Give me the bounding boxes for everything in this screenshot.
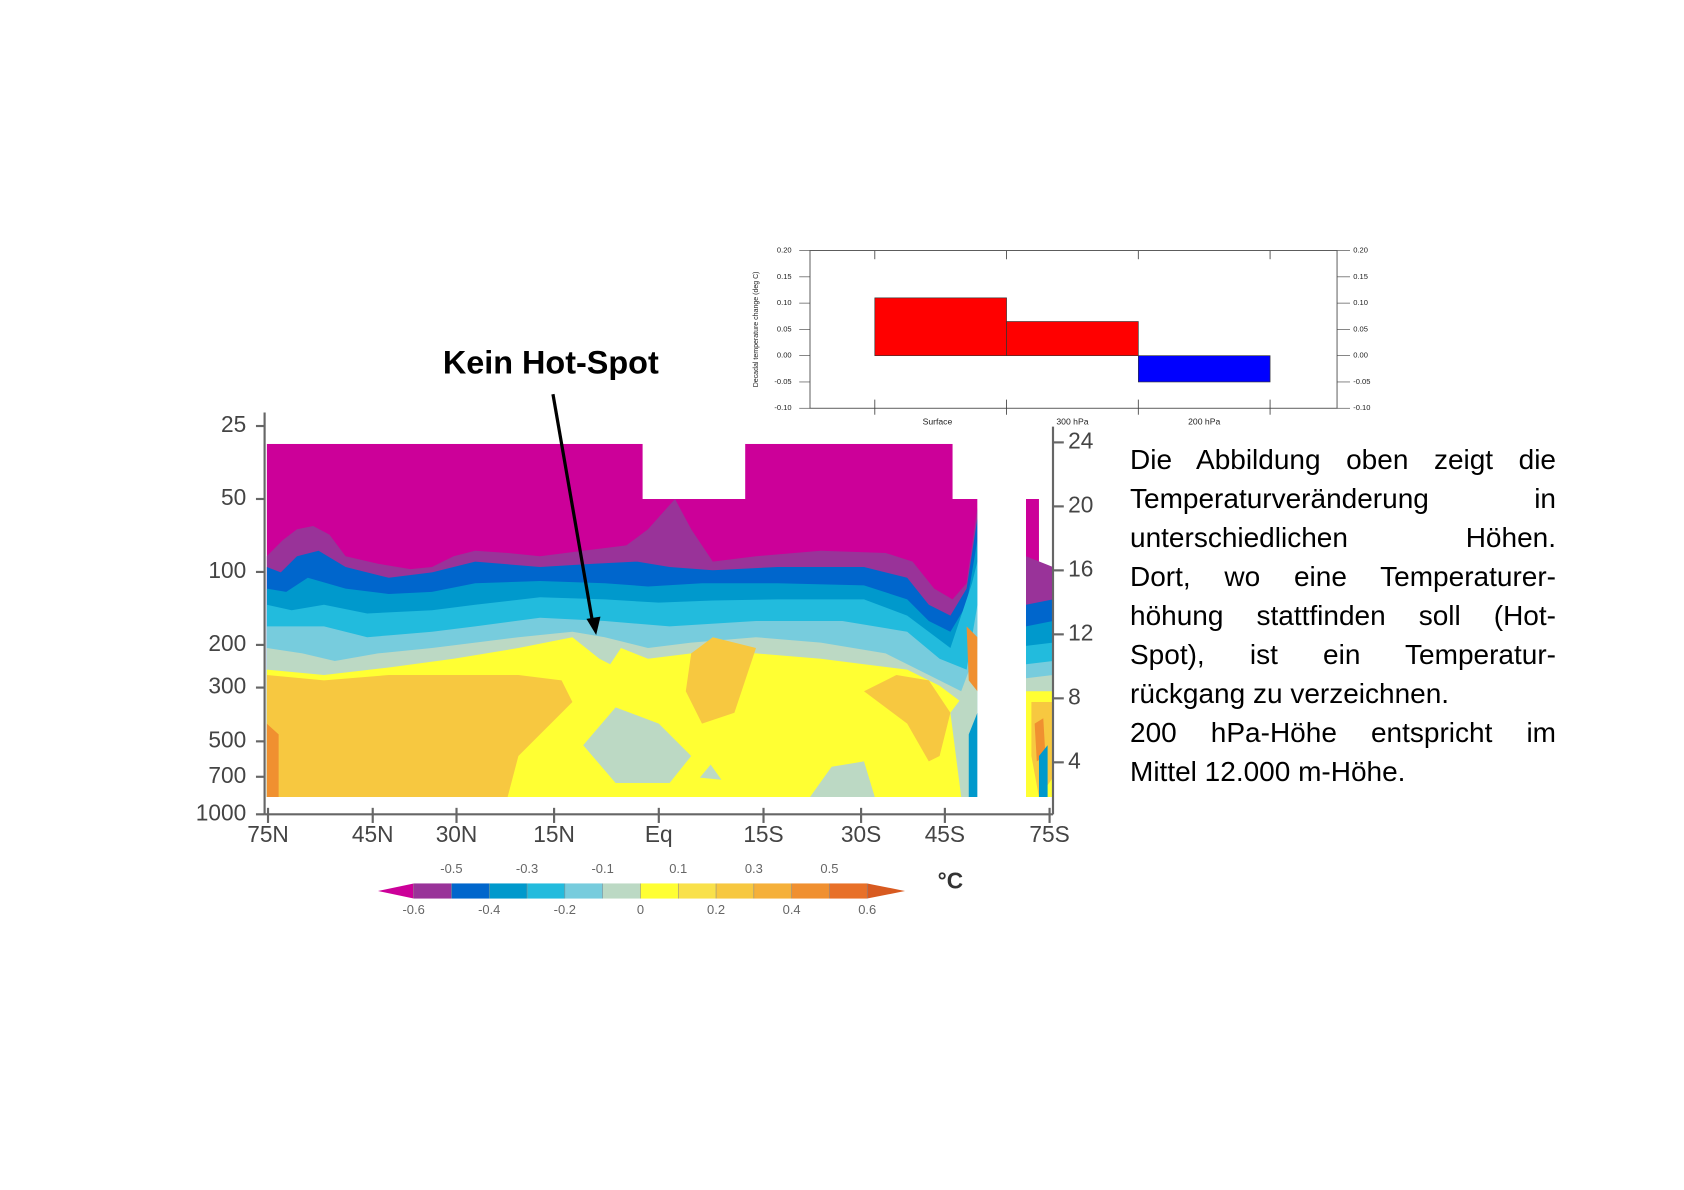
colorbar-label: 0.6 bbox=[858, 902, 876, 917]
x-tick-label: 15S bbox=[743, 821, 783, 847]
y-tick-label: 500 bbox=[208, 726, 246, 752]
colorbar-unit: °C bbox=[938, 867, 963, 893]
text-line: Spot), ist ein Temperatur- bbox=[1130, 639, 1556, 670]
y2-tick-label: 0.15 bbox=[1353, 272, 1368, 281]
y-tick-label: 0.05 bbox=[777, 324, 792, 333]
y-tick-label: 700 bbox=[208, 762, 246, 788]
level-grey-green-patch bbox=[583, 691, 978, 798]
y-tick-label: 1000 bbox=[196, 799, 246, 825]
y2-tick-label: 0.00 bbox=[1353, 351, 1368, 360]
colorbar-bin bbox=[413, 883, 452, 899]
y-tick-label: 300 bbox=[208, 673, 246, 699]
colorbar-label: -0.4 bbox=[478, 902, 500, 917]
colorbar-label: -0.3 bbox=[516, 861, 538, 876]
x-tick-label: 30N bbox=[436, 821, 478, 847]
arrow-head bbox=[586, 616, 601, 636]
colorbar-label: -0.1 bbox=[591, 861, 613, 876]
text-line: 200 hPa-Höhe entspricht im bbox=[1130, 717, 1556, 748]
x-tick-label: 75N bbox=[247, 821, 289, 847]
y-tick-label: 0.10 bbox=[777, 298, 792, 307]
y2-tick-label: 0.05 bbox=[1353, 324, 1368, 333]
bar bbox=[1006, 321, 1139, 357]
colorbar-bin bbox=[602, 883, 641, 899]
colorbar-label: 0.4 bbox=[783, 902, 801, 917]
level-edge-blue bbox=[968, 712, 1048, 798]
x-tick-label: Eq bbox=[645, 821, 673, 847]
colorbar-label: -0.5 bbox=[440, 861, 462, 876]
colorbar-bin bbox=[678, 883, 717, 899]
y-tick-label: 0.00 bbox=[777, 351, 792, 360]
colorbar-bin bbox=[527, 883, 565, 899]
text-line: Die Abbildung oben zeigt die bbox=[1130, 444, 1556, 475]
y2-tick-label: 16 bbox=[1068, 555, 1093, 581]
content: Kein Hot-Spot -0.10-0.050.000.050.100.15… bbox=[196, 246, 1371, 917]
x-tick-label: 45S bbox=[925, 821, 965, 847]
y2-tick-label: -0.10 bbox=[1353, 403, 1370, 412]
y-tick-label: -0.10 bbox=[774, 403, 791, 412]
colorbar-bin bbox=[640, 883, 679, 899]
colorbar-bin bbox=[753, 883, 792, 899]
y2-tick-label: 24 bbox=[1068, 427, 1093, 453]
x-tick-label: 75S bbox=[1029, 821, 1069, 847]
bar bbox=[874, 297, 1007, 357]
x-tick-label: 200 hPa bbox=[1188, 417, 1220, 427]
colorbar-bin bbox=[451, 883, 490, 899]
x-tick-label: 300 hPa bbox=[1056, 417, 1088, 427]
x-tick-label: 15N bbox=[533, 821, 575, 847]
y2-tick-label: 8 bbox=[1068, 683, 1081, 709]
x-tick-label: 45N bbox=[352, 821, 394, 847]
colorbar-bin bbox=[716, 883, 754, 899]
text-line: rückgang zu verzeichnen. bbox=[1130, 678, 1450, 709]
colorbar-label: 0.5 bbox=[820, 861, 838, 876]
colorbar-bin bbox=[791, 883, 830, 899]
colorbar-label: -0.2 bbox=[554, 902, 576, 917]
level-dark-orange bbox=[266, 626, 1046, 798]
y2-tick-label: 4 bbox=[1068, 747, 1081, 773]
y2-tick-label: -0.05 bbox=[1353, 377, 1370, 386]
y2-tick-label: 0.20 bbox=[1353, 246, 1368, 255]
annotation: Kein Hot-Spot bbox=[443, 345, 659, 381]
y-axis-title: Decadal temperature change (deg C) bbox=[753, 271, 760, 387]
y2-tick-label: 12 bbox=[1068, 619, 1093, 645]
colorbar-bin bbox=[489, 883, 528, 899]
y2-tick-label: 20 bbox=[1068, 491, 1093, 517]
colorbar-bin bbox=[829, 883, 868, 899]
bar bbox=[1137, 355, 1271, 383]
y-tick-label: 25 bbox=[221, 411, 246, 437]
y-tick-label: 0.20 bbox=[777, 246, 792, 255]
colorbar-label: 0.3 bbox=[745, 861, 763, 876]
level-orange bbox=[266, 637, 1054, 798]
colorbar-bin bbox=[564, 883, 603, 899]
text-line: höhung stattfinden soll (Hot- bbox=[1130, 600, 1556, 631]
x-tick-label: 30S bbox=[841, 821, 881, 847]
data-gap bbox=[977, 443, 1026, 798]
description: Die Abbildung oben zeigt die Temperaturve… bbox=[1130, 440, 1556, 791]
y-tick-label: -0.05 bbox=[774, 377, 791, 386]
colorbar-label: -0.6 bbox=[402, 902, 424, 917]
y2-tick-label: 0.10 bbox=[1353, 298, 1368, 307]
y-tick-label: 200 bbox=[208, 630, 246, 656]
x-tick-label: Surface bbox=[923, 417, 953, 427]
y-tick-label: 100 bbox=[208, 557, 246, 583]
colorbar-label: 0.1 bbox=[669, 861, 687, 876]
text-line: Temperaturveränderung in bbox=[1130, 483, 1556, 514]
y-tick-label: 50 bbox=[221, 484, 246, 510]
colorbar-label: 0 bbox=[637, 902, 644, 917]
colorbar-label: 0.2 bbox=[707, 902, 725, 917]
text-line: unterschiedlichen Höhen. bbox=[1130, 522, 1556, 553]
arrow-line bbox=[551, 393, 595, 625]
y-tick-label: 0.15 bbox=[777, 272, 792, 281]
colorbar-over bbox=[867, 883, 906, 899]
contour-field bbox=[266, 443, 1054, 798]
colorbar-under bbox=[378, 883, 414, 899]
text-line: Mittel 12.000 m-Höhe. bbox=[1130, 756, 1406, 787]
text-line: Dort, wo eine Temperaturer- bbox=[1130, 561, 1556, 592]
